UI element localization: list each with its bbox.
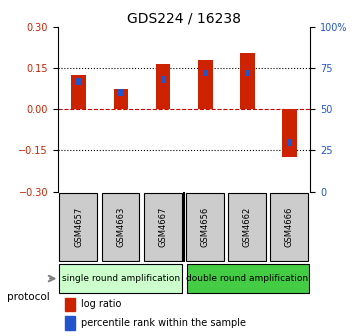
FancyBboxPatch shape <box>101 193 139 261</box>
Bar <box>287 139 292 145</box>
Bar <box>65 317 75 330</box>
Bar <box>118 89 123 96</box>
FancyBboxPatch shape <box>60 264 182 293</box>
FancyBboxPatch shape <box>270 193 308 261</box>
Text: GSM4657: GSM4657 <box>74 207 83 247</box>
Bar <box>198 60 213 109</box>
Bar <box>71 75 86 109</box>
Title: GDS224 / 16238: GDS224 / 16238 <box>127 12 241 26</box>
Bar <box>65 298 75 311</box>
Bar <box>203 70 208 76</box>
Bar <box>282 109 297 157</box>
Bar <box>156 64 170 109</box>
Text: protocol: protocol <box>7 292 50 302</box>
FancyBboxPatch shape <box>186 193 224 261</box>
Text: GSM4662: GSM4662 <box>243 207 252 247</box>
Text: GSM4667: GSM4667 <box>158 207 168 247</box>
Text: GSM4666: GSM4666 <box>285 207 294 247</box>
Bar <box>240 53 255 109</box>
Text: double round amplification: double round amplification <box>186 274 308 283</box>
Bar <box>245 70 250 76</box>
FancyBboxPatch shape <box>60 193 97 261</box>
FancyBboxPatch shape <box>187 264 309 293</box>
Text: percentile rank within the sample: percentile rank within the sample <box>81 318 245 328</box>
Bar <box>76 78 81 85</box>
FancyBboxPatch shape <box>144 193 182 261</box>
Text: GSM4663: GSM4663 <box>117 207 125 247</box>
Text: GSM4656: GSM4656 <box>201 207 210 247</box>
FancyBboxPatch shape <box>228 193 266 261</box>
Text: log ratio: log ratio <box>81 299 121 309</box>
Text: single round amplification: single round amplification <box>62 274 180 283</box>
Bar <box>114 89 128 109</box>
Bar <box>161 76 166 83</box>
